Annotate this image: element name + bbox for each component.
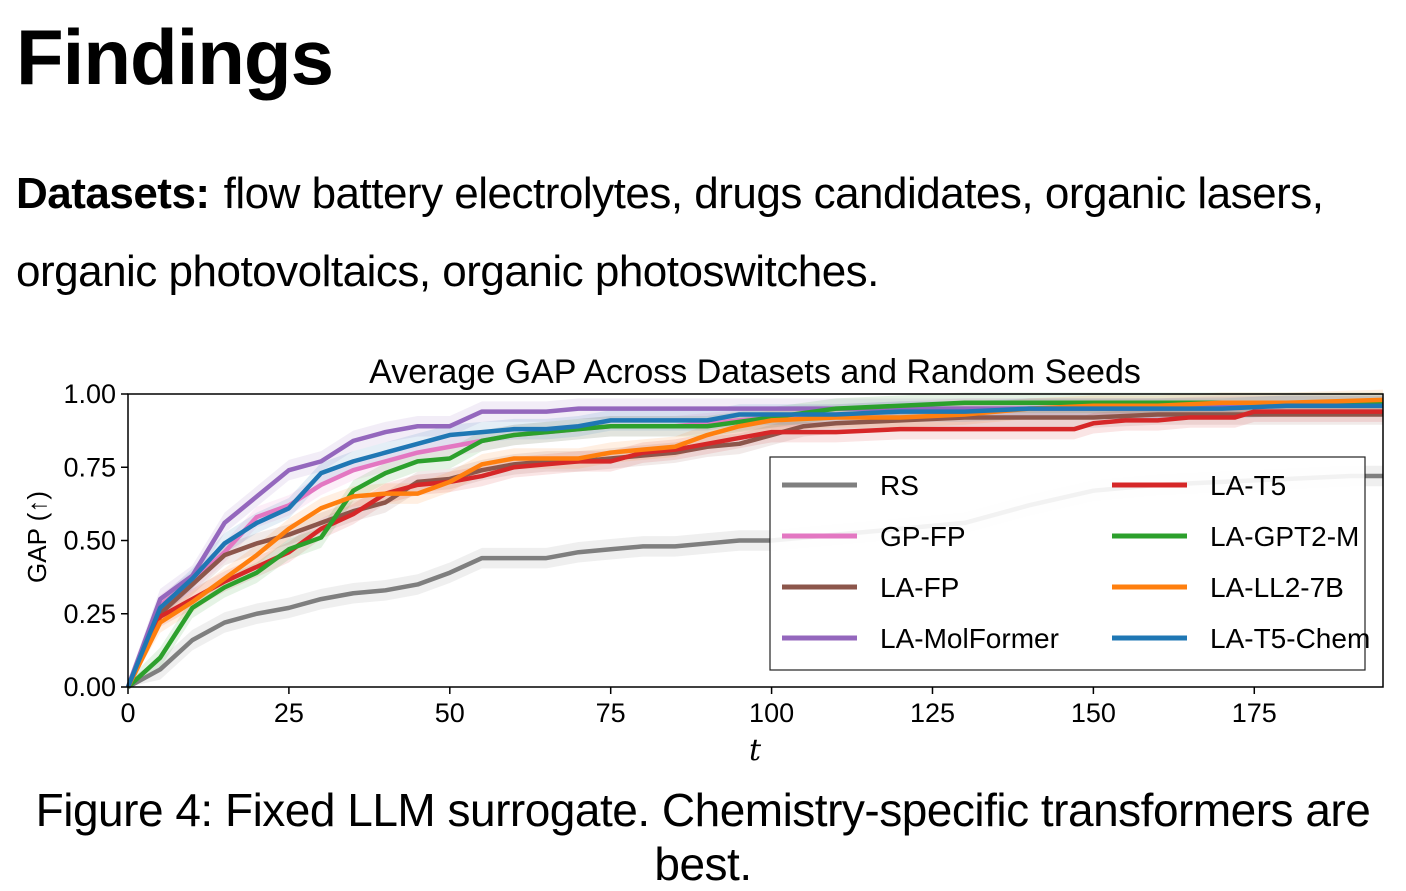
y-tick-label: 0.50 xyxy=(63,526,116,556)
y-tick-label: 1.00 xyxy=(63,379,116,409)
series-line-la-gpt2-m xyxy=(126,400,1383,689)
gap-line-chart: Average GAP Across Datasets and Random S… xyxy=(22,353,1384,768)
legend-label: GP-FP xyxy=(880,521,966,552)
series-band-la-fp xyxy=(128,404,1383,687)
x-tick-label: 25 xyxy=(274,698,304,728)
datasets-label: Datasets: xyxy=(16,169,210,218)
x-tick-label: 125 xyxy=(910,698,955,728)
legend-label: LA-LL2-7B xyxy=(1210,572,1344,603)
legend-label: LA-T5-Chem xyxy=(1210,623,1370,654)
x-tick-label: 50 xyxy=(435,698,465,728)
x-tick-label: 100 xyxy=(749,698,794,728)
series-band-la-t5 xyxy=(128,401,1383,687)
series-line-la-fp xyxy=(125,412,1383,688)
legend-label: LA-GPT2-M xyxy=(1210,521,1359,552)
y-tick-label: 0.00 xyxy=(63,672,116,702)
x-tick-label: 75 xyxy=(596,698,626,728)
datasets-text: flow battery electrolytes, drugs candida… xyxy=(16,169,1324,296)
y-axis-label: GAP (↑) xyxy=(22,491,52,583)
x-axis-label: t xyxy=(749,733,762,768)
x-tick-label: 150 xyxy=(1071,698,1116,728)
chart-legend: RS GP-FP LA-FP LA-MolFormer LA-T5 LA-GPT2-M LA… xyxy=(769,456,1370,671)
figure-caption: Figure 4: Fixed LLM surrogate. Chemistry… xyxy=(35,784,1371,890)
y-tick-label: 0.25 xyxy=(63,599,116,629)
datasets-paragraph: Datasets: flow battery electrolytes, drug… xyxy=(16,155,1391,311)
chart-title: Average GAP Across Datasets and Random S… xyxy=(369,353,1141,391)
legend-label: LA-FP xyxy=(880,572,959,603)
legend-box xyxy=(769,456,1366,671)
legend-label: RS xyxy=(880,470,919,501)
series-band-la-gpt2-m xyxy=(128,392,1383,687)
x-tick-label: 175 xyxy=(1232,698,1277,728)
series-line-la-t5-chem xyxy=(125,403,1383,688)
series-line-la-t5 xyxy=(125,409,1383,688)
y-tick-label: 0.75 xyxy=(63,452,116,482)
series-line-la-molformer xyxy=(125,403,1383,688)
x-tick-label: 0 xyxy=(120,698,135,728)
legend-label: LA-MolFormer xyxy=(880,623,1059,654)
page-title: Findings xyxy=(16,13,334,101)
legend-label: LA-T5 xyxy=(1210,470,1286,501)
